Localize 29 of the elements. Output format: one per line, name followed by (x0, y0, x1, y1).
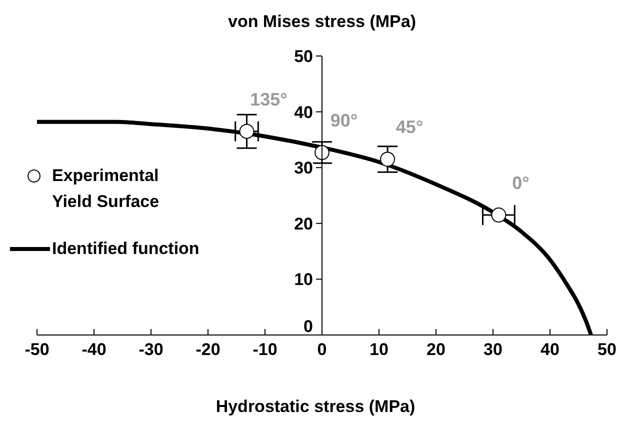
x-tick-label: 20 (426, 340, 446, 360)
y-tick-label: 10 (294, 270, 313, 290)
annotation: 135° (250, 89, 288, 110)
x-tick-label: 50 (598, 340, 616, 360)
point (314, 145, 330, 160)
point (380, 152, 396, 167)
y-tick-label: 50 (294, 46, 313, 66)
x-axis-title: Hydrostatic stress (MPa) (214, 397, 416, 417)
y-tick-label: 40 (294, 102, 313, 122)
x-tick-label: 40 (540, 340, 560, 360)
x-tick-label: -30 (138, 340, 164, 360)
annotation: 45° (396, 117, 424, 138)
x-tick-label: 0 (317, 340, 327, 360)
y-tick-label: 0 (304, 316, 313, 336)
y-axis-title: von Mises stress (MPa) (226, 12, 417, 32)
annotation: 0° (512, 173, 530, 194)
x-tick-label: 30 (484, 340, 502, 360)
annotation: 90° (330, 110, 358, 131)
x-tick-label: 10 (370, 340, 388, 360)
legend-label: Experimental Yield Surface (52, 165, 160, 213)
x-tick-label: -20 (196, 340, 220, 360)
x-tick-label: -40 (82, 340, 106, 360)
y-tick-label: 20 (294, 214, 313, 234)
point (491, 208, 506, 223)
x-tick-label: -10 (252, 340, 278, 360)
point (239, 124, 254, 139)
y-tick-label: 30 (294, 158, 313, 178)
x-tick-label: -50 (24, 340, 50, 360)
legend-label: Identified function (52, 238, 200, 260)
